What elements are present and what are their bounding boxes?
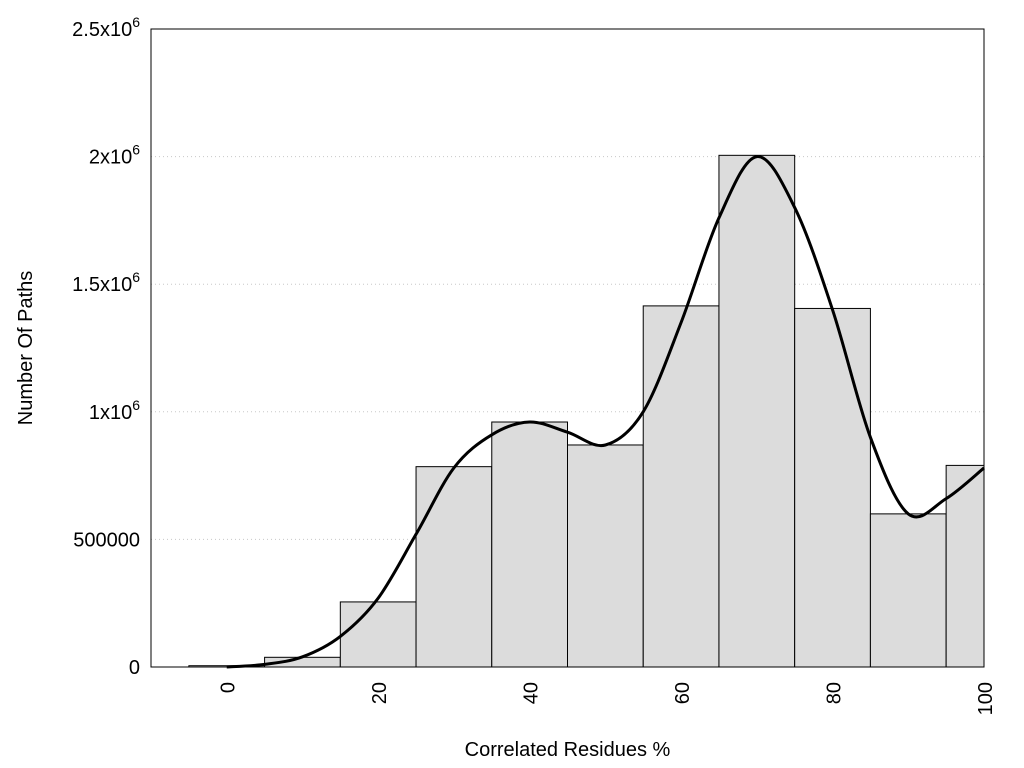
- x-tick-label: 40: [521, 682, 543, 704]
- y-axis-title: Number Of Paths: [15, 271, 37, 426]
- x-tick-label: 20: [369, 682, 391, 704]
- y-tick-label: 0: [129, 657, 140, 679]
- y-tick-label: 2x106: [89, 142, 140, 169]
- y-tick-label: 500000: [73, 529, 140, 551]
- histogram-bar: [415, 466, 493, 668]
- plot-frame: [150, 28, 985, 668]
- y-axis-ticks: 0 500000 1x106 1.5x106 2x106 2.5x106: [72, 14, 140, 679]
- histogram-bar: [491, 421, 569, 668]
- histogram-bar: [339, 601, 417, 668]
- histogram-bar: [567, 444, 644, 668]
- x-tick-label: 0: [218, 682, 240, 693]
- x-tick-label: 100: [975, 682, 997, 715]
- histogram-bar: [869, 513, 947, 668]
- histogram-bar: [718, 154, 796, 668]
- histogram-bar: [794, 307, 871, 668]
- x-tick-label: 60: [672, 682, 694, 704]
- y-tick-label: 1.5x106: [72, 269, 140, 296]
- x-axis-ticks: 0 20 40 60 80 100: [218, 682, 997, 715]
- y-tick-label: 1x106: [89, 397, 140, 424]
- histogram-bar: [945, 464, 985, 668]
- y-tick-label: 2.5x106: [72, 14, 140, 41]
- smoothed-curve: [226, 155, 985, 669]
- x-tick-label: 80: [824, 682, 846, 704]
- x-axis-title: Correlated Residues %: [465, 739, 671, 761]
- bars: [188, 154, 985, 668]
- histogram-bar: [642, 305, 720, 668]
